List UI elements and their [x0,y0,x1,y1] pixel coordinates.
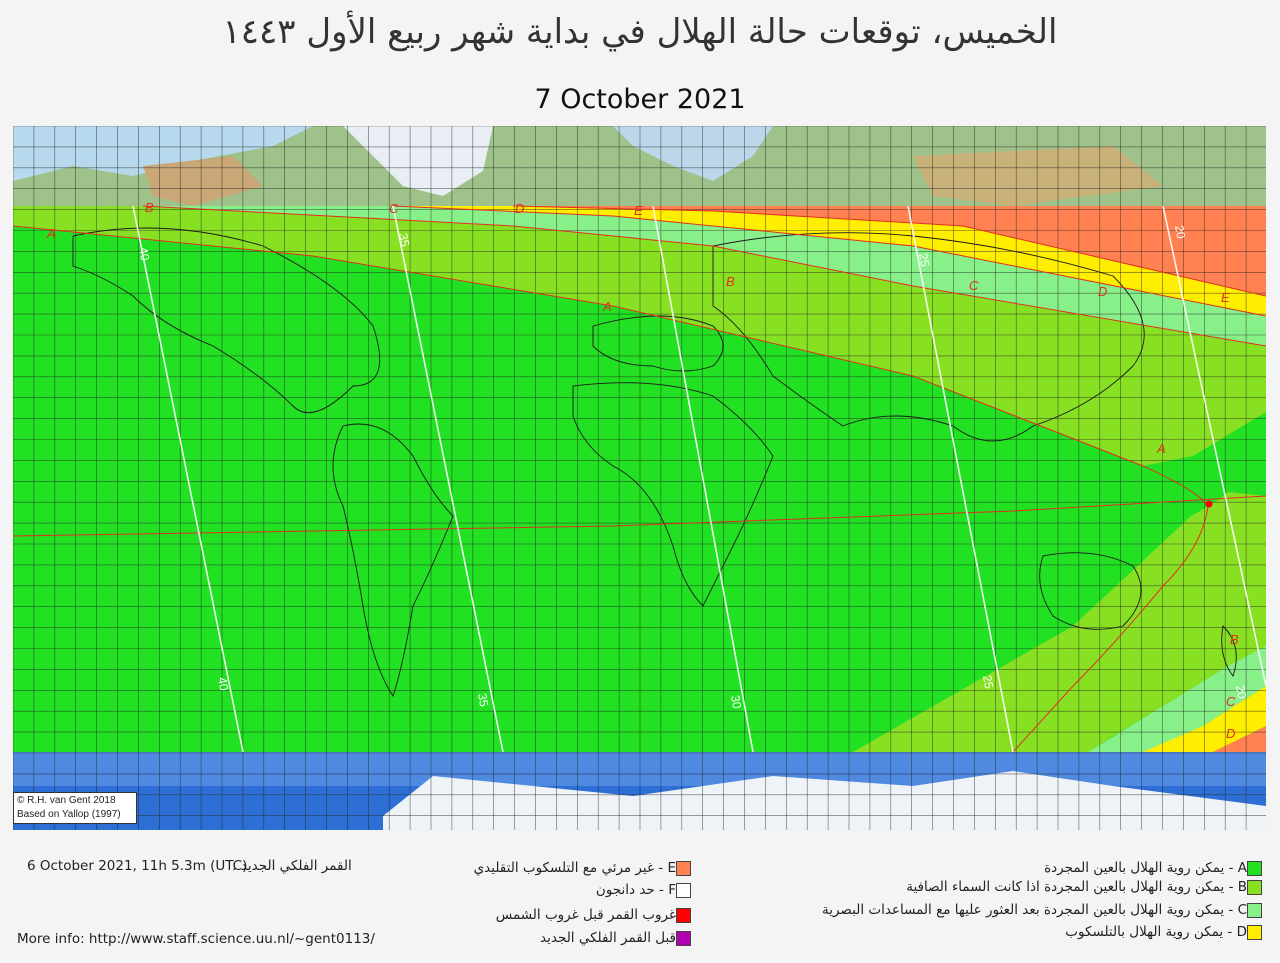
legend-c-text: C - يمكن روية الهلال بالعين المجردة بعد … [821,902,1247,918]
contour-label-40: 40 [215,676,231,692]
zone-c-west: C [389,201,399,216]
legend-before-newmoon-swatch [676,930,691,946]
zone-d-east: D [1098,284,1107,299]
more-info-link[interactable]: More info: http://www.staff.science.uu.n… [17,931,375,947]
legend-f: F - حد دانجون [596,882,697,898]
zone-b-south: B [1230,632,1239,647]
legend-moonset: غروب القمر قبل غروب الشمس [496,907,697,923]
lat-lon-grid [13,126,1266,830]
legend-a-text: A - يمكن روية الهلال بالعين المجردة [1044,860,1247,876]
legend-moonset-text: غروب القمر قبل غروب الشمس [495,907,676,923]
zone-c-south: C [1226,694,1236,709]
zone-c-east: C [969,278,979,293]
contour-label-30: 30 [728,694,744,710]
legend-a: A - يمكن روية الهلال بالعين المجردة [1044,860,1268,876]
legend-f-text: F - حد دانجون [595,882,676,898]
new-moon-label: القمر الفلكي الجديد : [232,858,352,874]
legend-e-text: E - غير مرئي مع التلسكوب التقليدي [473,860,676,876]
zone-b-center: B [726,274,735,289]
zone-d-south: D [1226,726,1235,741]
contour-label-25: 25 [980,674,996,690]
map-credit: © R.H. van Gent 2018 Based on Yallop (19… [13,792,137,824]
legend-a-swatch [1247,860,1262,876]
credit-line-2: Based on Yallop (1997) [17,809,121,820]
conjunction-point [1205,500,1213,508]
coastlines [72,227,1237,698]
zone-a-center: A [602,299,612,314]
zone-boundaries [13,205,1266,753]
contour-label-20-north: 20 [1172,224,1188,240]
page-date: 7 October 2021 [534,84,746,115]
legend-d: D - يمكن روية الهلال بالتلسكوب [1065,924,1268,940]
new-moon-value: 6 October 2021, 11h 5.3m (UTC) [27,858,248,874]
zone-a-west: A [46,226,56,241]
legend-moonset-swatch [676,907,691,923]
legend-c: C - يمكن روية الهلال بالعين المجردة بعد … [822,902,1268,918]
credit-line-1: © R.H. van Gent 2018 [17,795,116,806]
contour-label-20: 20 [1233,684,1249,700]
legend-before-newmoon: قبل القمر الفلكي الجديد [540,930,697,946]
legend-f-swatch [676,882,691,898]
zone-d-west: D [515,201,524,216]
legend-e-swatch [676,860,691,876]
legend-before-newmoon-text: قبل القمر الفلكي الجديد [540,930,676,946]
legend-e: E - غير مرئي مع التلسكوب التقليدي [474,860,697,876]
contour-label-35-north: 35 [396,232,412,248]
page-title: الخميس، توقعات حالة الهلال في بداية شهر … [222,12,1058,52]
zone-e-west: E [634,203,643,218]
legend-d-text: D - يمكن روية الهلال بالتلسكوب [1065,924,1247,940]
zone-b-west: B [145,200,154,215]
contour-label-25-north: 25 [916,252,932,268]
legend-b-text: B - يمكن روية الهلال بالعين المجردة اذا … [906,879,1247,895]
legend-b-swatch [1247,879,1262,895]
zone-e-east: E [1221,290,1230,305]
contour-label-40-north: 40 [136,246,152,262]
zone-e-area [513,206,1266,296]
legend-d-swatch [1247,924,1262,940]
contour-label-35: 35 [475,692,491,708]
zone-a-east: A [1156,441,1166,456]
moon-age-contours [132,205,1266,753]
legend-c-swatch [1247,902,1262,918]
visibility-map: A B C D E A B C D E A B C D 40 35 30 25 [13,126,1266,830]
legend-b: B - يمكن روية الهلال بالعين المجردة اذا … [906,879,1268,895]
